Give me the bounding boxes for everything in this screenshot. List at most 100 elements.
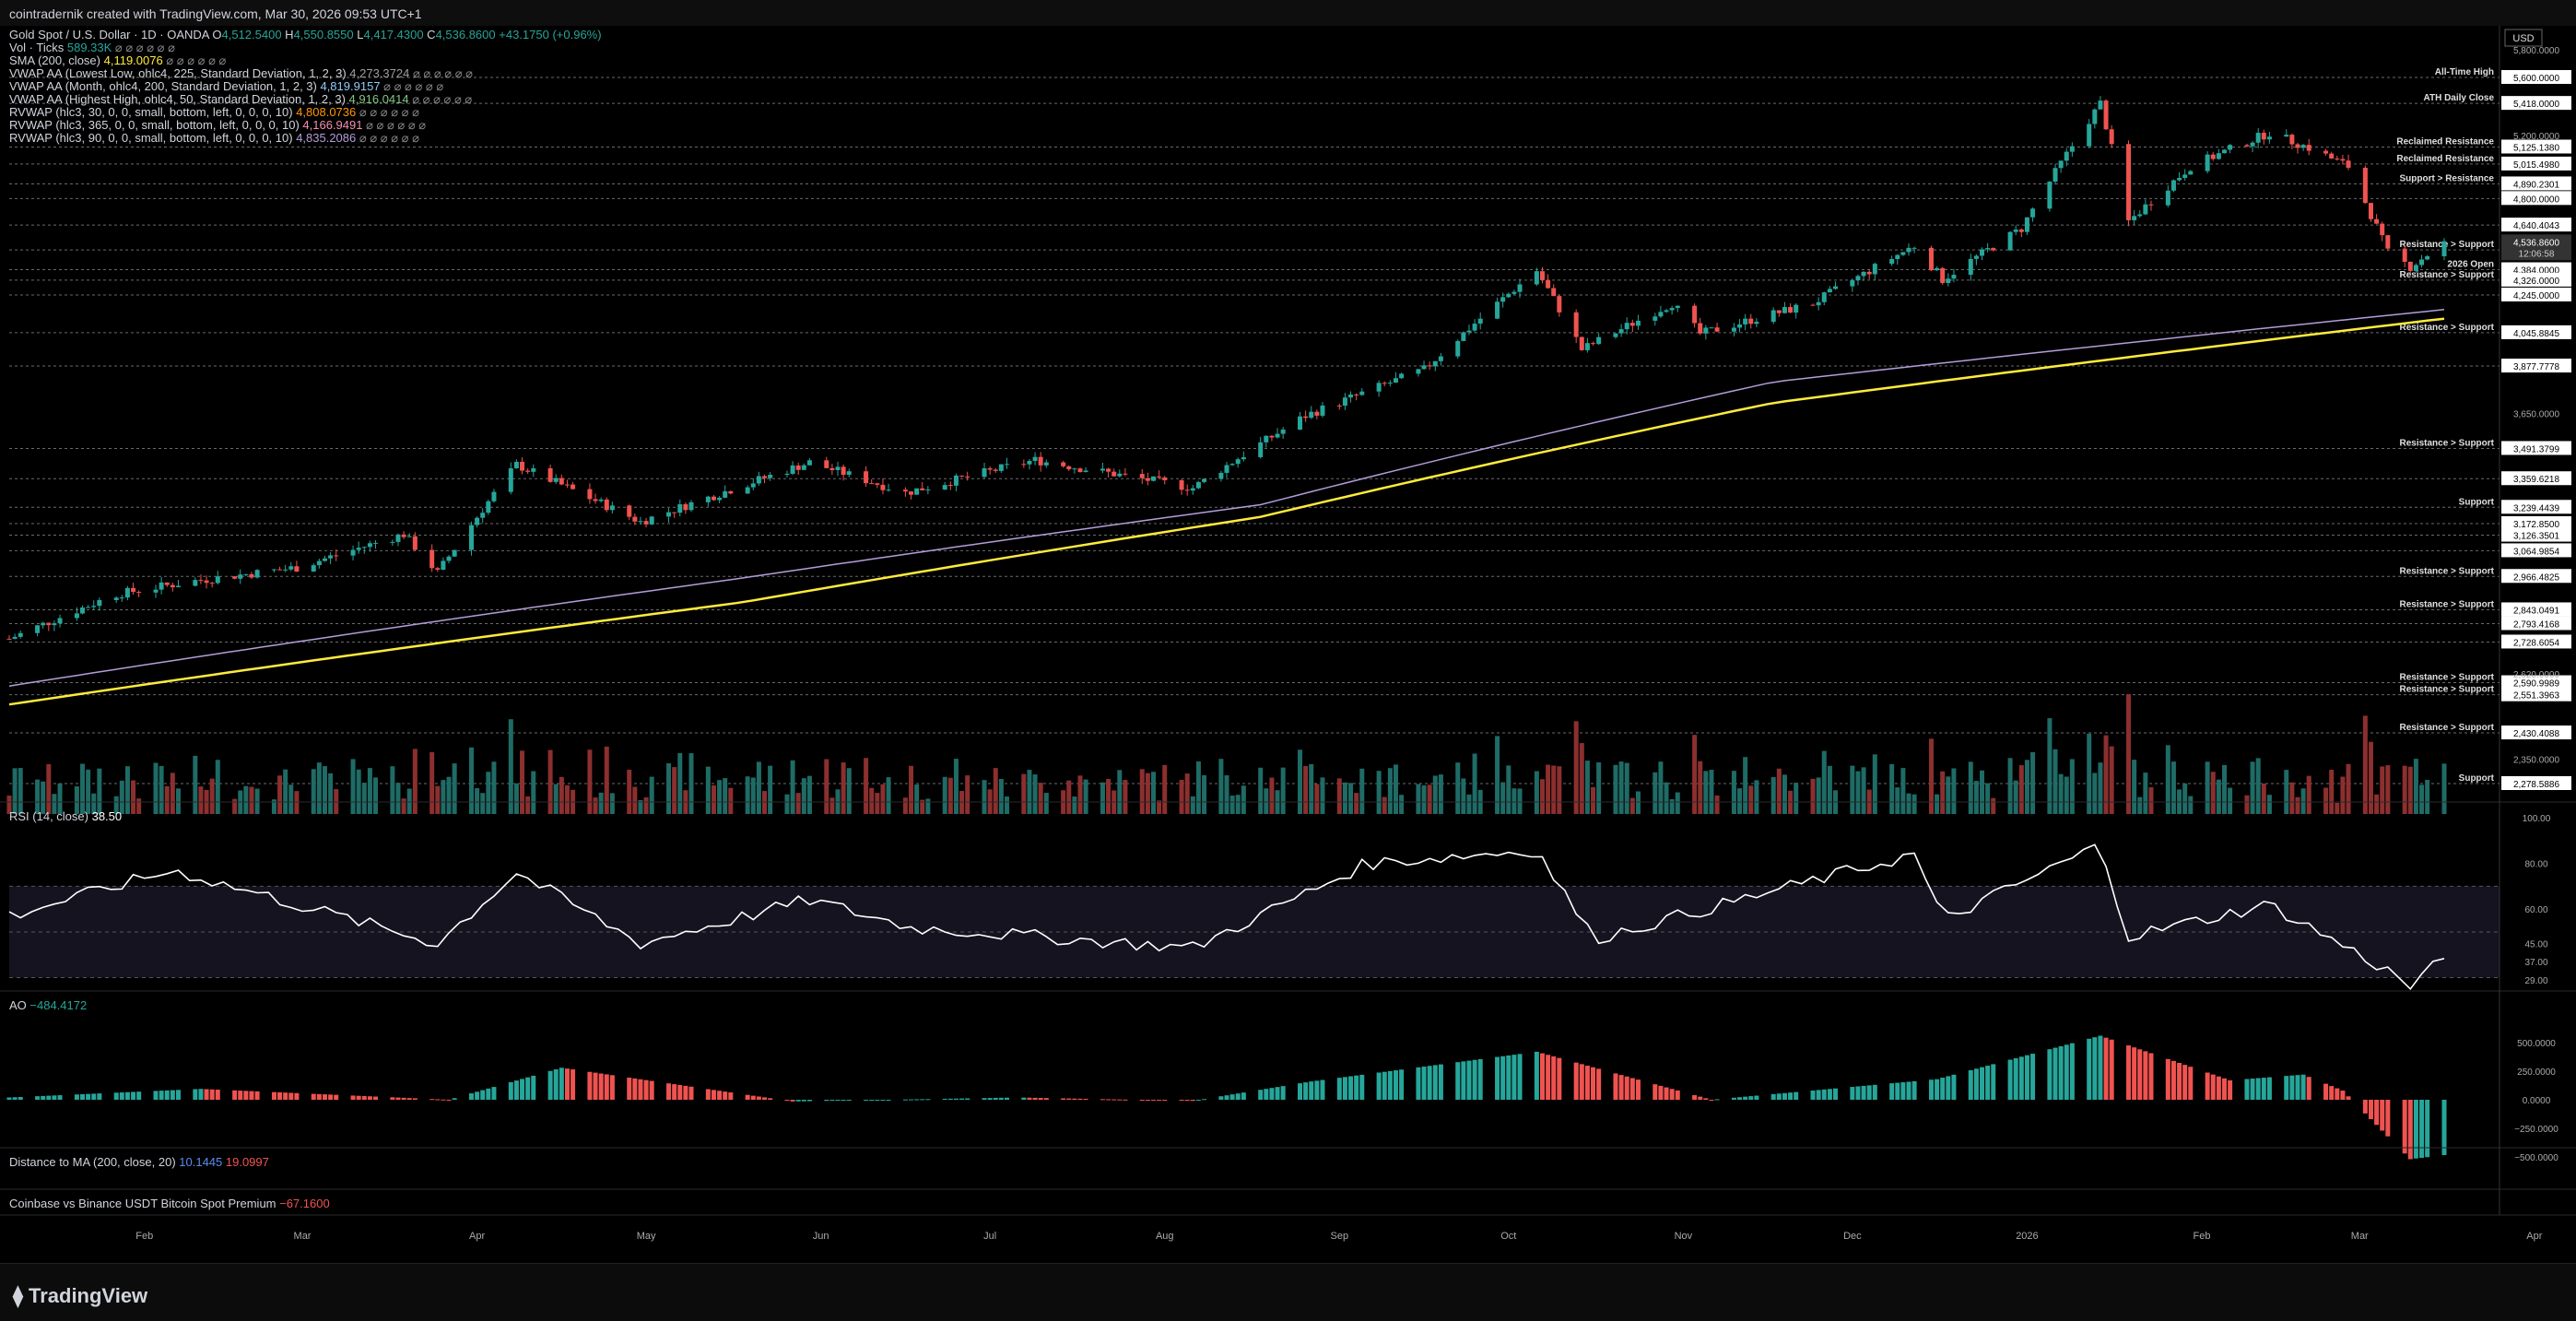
level-price-badge: [2501, 675, 2571, 690]
volume-bar: [1579, 743, 1584, 814]
ao-bar: [1376, 1072, 1382, 1100]
ao-bar: [998, 1097, 1004, 1100]
candle-body: [486, 501, 491, 513]
ao-bar: [801, 1100, 806, 1102]
ao-bar: [880, 1100, 886, 1101]
candle-body: [1269, 435, 1275, 438]
price-axis[interactable]: 5,600.0000 5,418.0000 5,125.1380 5,015.4980…: [2501, 29, 2571, 1163]
candle-body: [2329, 153, 2335, 159]
price-tick: 5,800.0000: [2513, 46, 2559, 56]
candle-body: [2419, 259, 2425, 265]
candle-body: [209, 583, 215, 584]
volume-bar: [2413, 759, 2418, 814]
volume-bar: [2221, 764, 2227, 814]
ao-bar: [1669, 1089, 1675, 1100]
candle-body: [2261, 133, 2266, 140]
time-tick: Jul: [983, 1231, 996, 1242]
candle-body: [795, 465, 801, 470]
ao-bar: [1466, 1060, 1472, 1100]
chart-canvas[interactable]: All-Time High ATH Daily Close Reclaimed Re…: [0, 26, 2576, 1263]
ao-bar: [982, 1098, 987, 1100]
volume-bar: [790, 760, 795, 814]
candle-body: [475, 517, 480, 525]
ao-bar: [2210, 1074, 2216, 1100]
ao-bar: [683, 1085, 688, 1100]
candle-body: [953, 475, 959, 486]
candle-body: [18, 632, 23, 637]
ao-bar: [1861, 1085, 1866, 1100]
dist-legend-value-1: 10.1445: [179, 1155, 226, 1169]
volume-bar: [1940, 771, 1946, 814]
volume-bar: [998, 779, 1004, 814]
volume-bar: [2013, 780, 2018, 814]
ao-bar: [959, 1098, 965, 1100]
candle-body: [2295, 144, 2300, 148]
candle-body: [41, 622, 46, 626]
ao-bar: [1264, 1089, 1269, 1100]
volume-bar: [531, 771, 536, 814]
volume-bar: [164, 785, 170, 814]
volume-bar: [2385, 765, 2391, 814]
legend-ohlc-key: O: [212, 28, 221, 41]
ao-bar: [401, 1097, 406, 1100]
candle-body: [2177, 177, 2182, 181]
candle-body: [1900, 252, 1906, 255]
candle-body: [1861, 271, 1866, 277]
candle-body: [2030, 208, 2036, 218]
volume-bar: [1314, 784, 1320, 814]
ao-bar: [1202, 1099, 1207, 1101]
ao-bar: [136, 1091, 142, 1100]
volume-bar: [553, 784, 559, 814]
volume-bar: [1077, 775, 1083, 814]
candle-body: [1376, 383, 1382, 392]
candle-body: [1591, 343, 1596, 345]
candle-body: [508, 467, 513, 492]
candle-body: [164, 582, 170, 585]
level-price-text: 2,728.6054: [2513, 638, 2559, 648]
volume-bar: [491, 761, 497, 814]
ao-bar: [1021, 1097, 1027, 1100]
volume-bar: [198, 786, 204, 814]
volume-bar: [1946, 776, 1951, 814]
volume-bar: [175, 788, 181, 814]
ao-bar: [638, 1079, 643, 1100]
candle-body: [1629, 323, 1635, 326]
volume-bar: [124, 766, 130, 814]
level-price-text: 2,430.4088: [2513, 729, 2559, 739]
ao-bar: [1546, 1055, 1551, 1100]
level-label: ATH Daily Close: [2424, 93, 2495, 103]
volume-bar: [170, 773, 175, 814]
ao-bar: [824, 1100, 829, 1102]
volume-bar: [480, 793, 486, 814]
volume-bar: [1100, 782, 1105, 814]
ao-bar: [1928, 1079, 1934, 1100]
ao-bar: [1692, 1094, 1698, 1100]
volume-bar: [1618, 761, 1624, 814]
candle-body: [1546, 279, 1551, 289]
volume-bar: [1782, 774, 1787, 814]
ao-bar: [513, 1080, 519, 1100]
volume-bar: [1202, 774, 1207, 814]
candle-body: [1985, 248, 1991, 250]
candle-body: [902, 489, 908, 492]
ao-bar: [356, 1095, 361, 1100]
time-tick: Aug: [1156, 1231, 1174, 1242]
level-price-text: 3,172.8500: [2513, 520, 2559, 530]
volume-bar: [2098, 762, 2103, 814]
candle-body: [367, 543, 372, 548]
volume-bar: [2188, 796, 2194, 814]
candle-body: [1027, 460, 1032, 465]
candle-body: [1139, 474, 1145, 478]
volume-bar: [2425, 780, 2430, 814]
volume-bar: [2137, 796, 2143, 814]
volume-bar: [801, 778, 806, 814]
time-axis[interactable]: Feb Mar Apr May Jun Jul Aug Sep Oct Nov Dec 2026 Feb…: [135, 1231, 2542, 1242]
legend-ohlc-value: 4,536.8600: [436, 28, 496, 41]
volume-bar: [1235, 795, 1241, 814]
ao-bar: [1946, 1076, 1951, 1100]
volume-bar: [215, 760, 220, 814]
level-label: Resistance > Support: [2399, 323, 2494, 333]
ao-bar: [2058, 1045, 2064, 1100]
ao-bar: [2132, 1047, 2137, 1100]
volume-bar: [131, 780, 136, 814]
